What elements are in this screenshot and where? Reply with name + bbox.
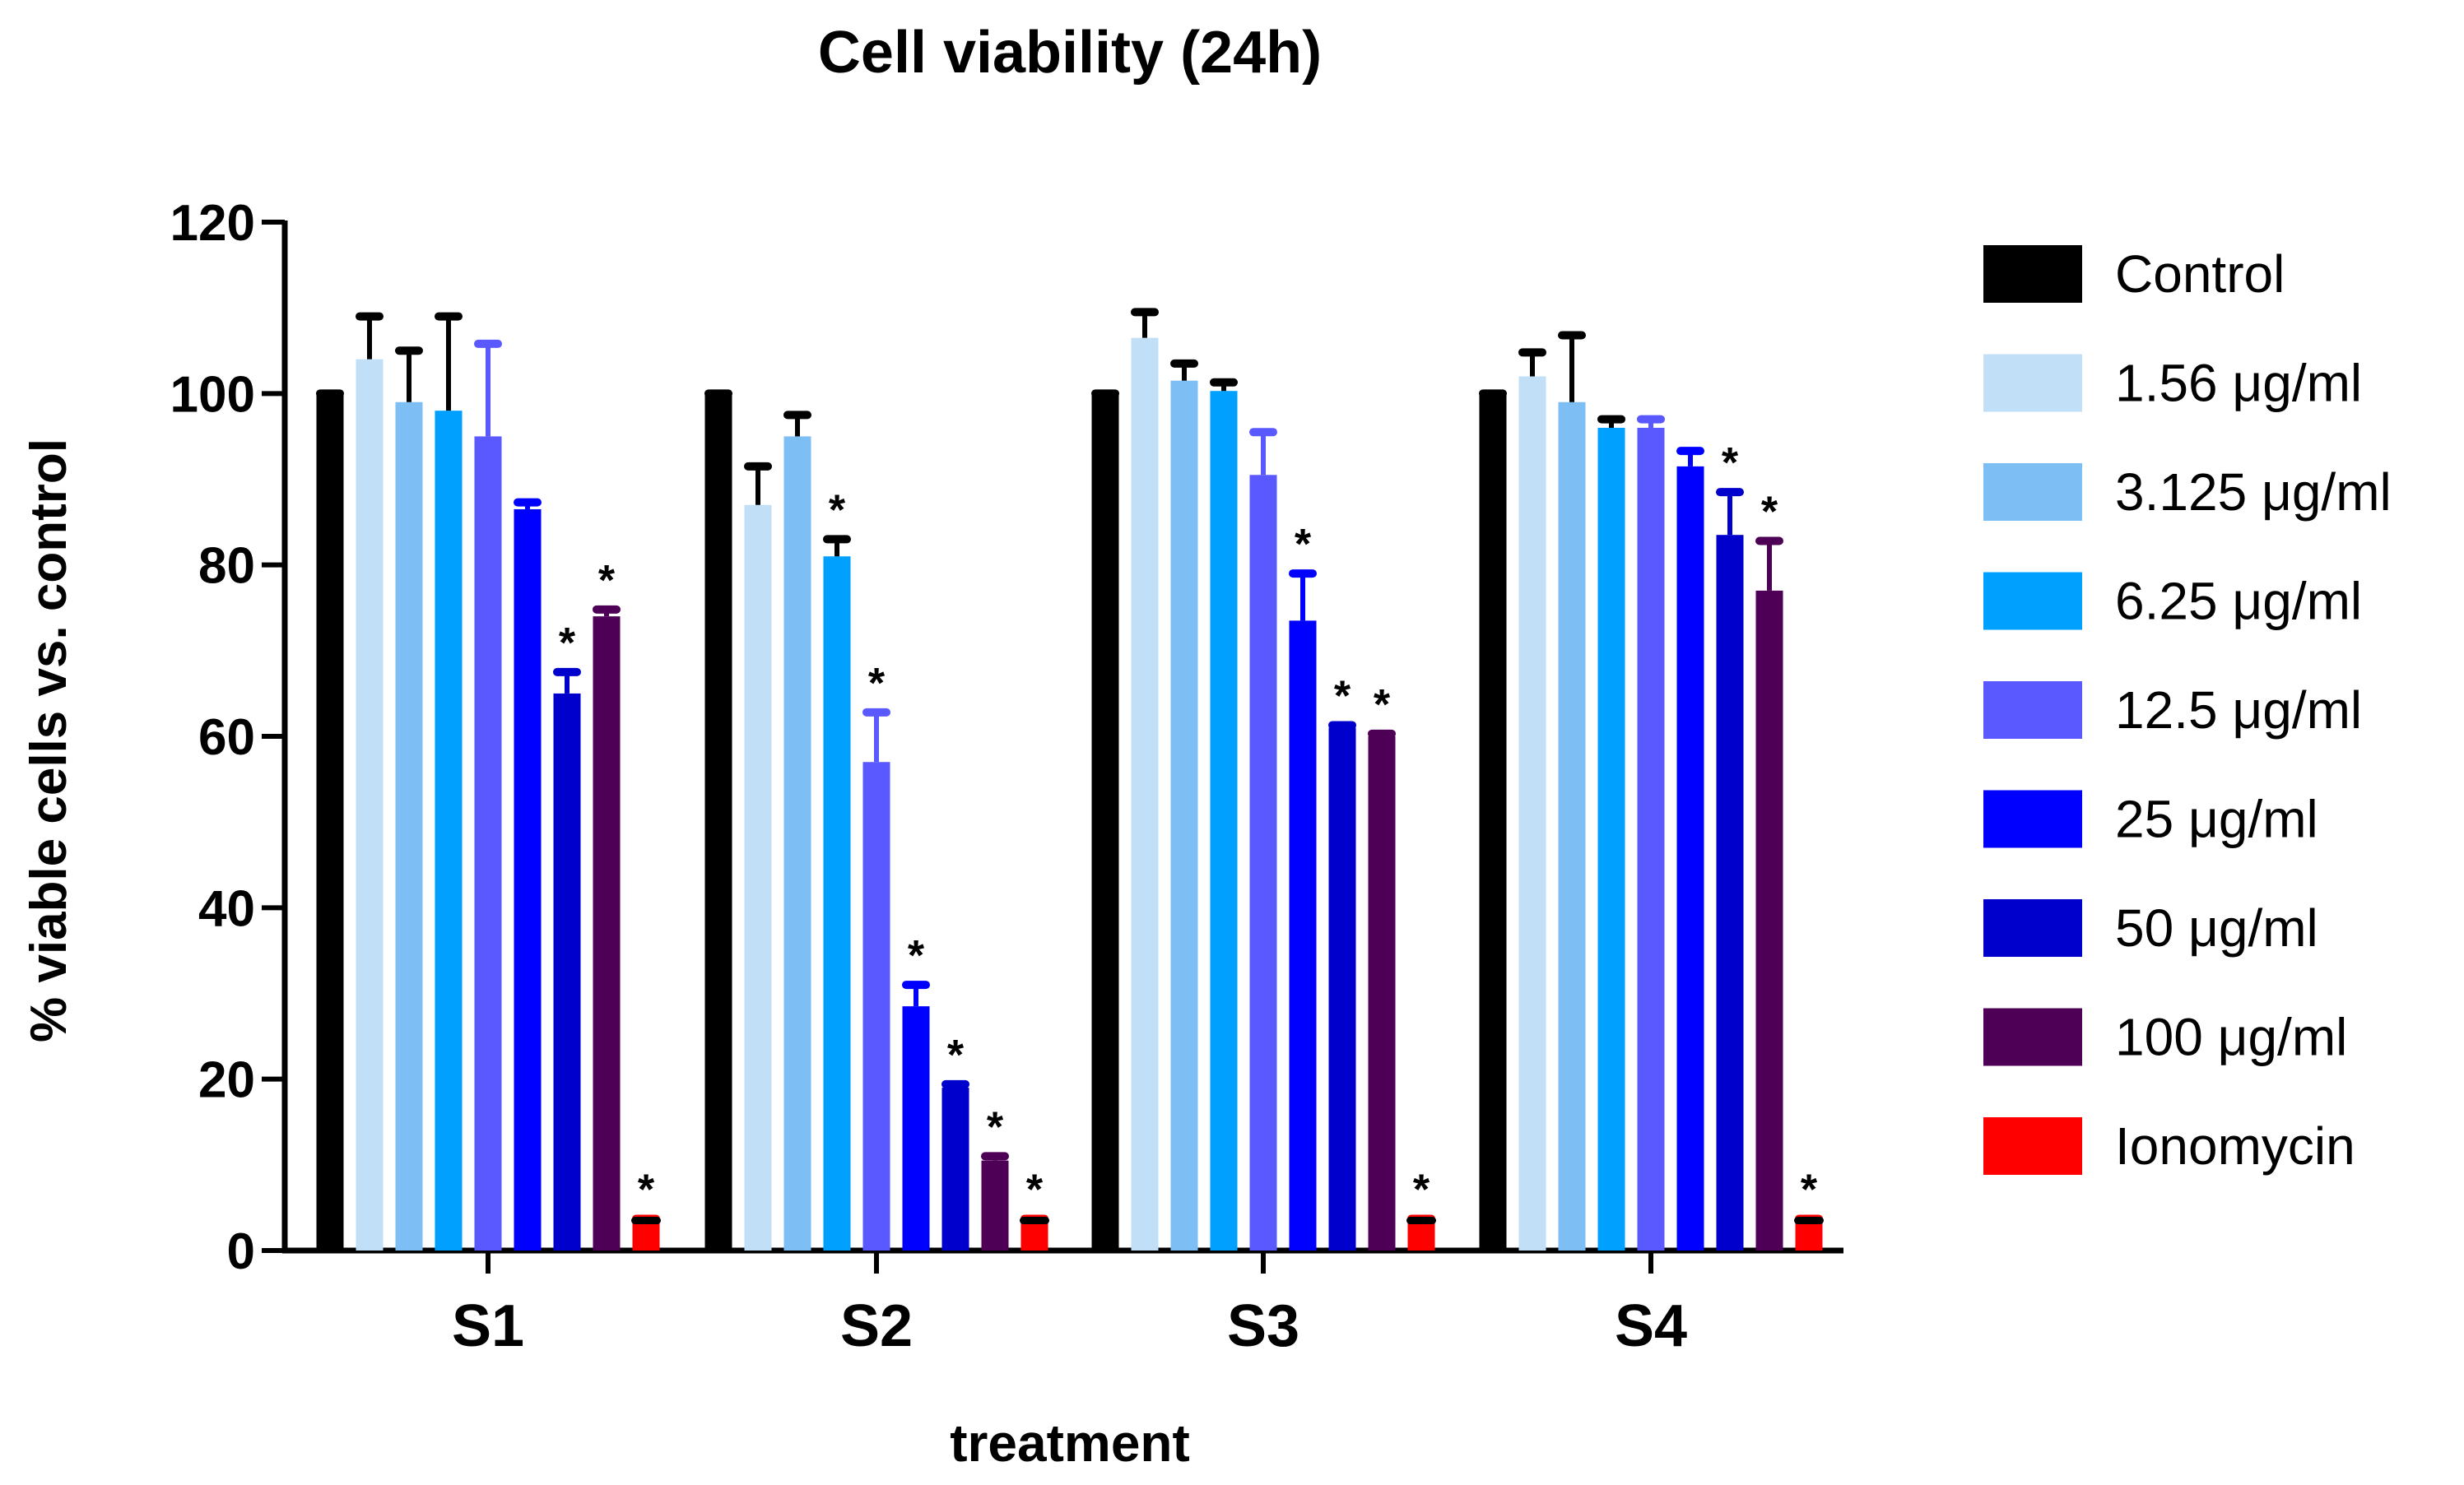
bar — [862, 762, 890, 1251]
bar — [1676, 466, 1704, 1251]
bar — [1407, 1220, 1435, 1251]
legend-label: Control — [2115, 244, 2285, 304]
x-tick-label: S2 — [840, 1293, 913, 1359]
legend: Control 1.56 μg/ml 3.125 μg/ml 6.25 μg/ml 12… — [1983, 244, 2392, 1176]
bar — [744, 504, 772, 1251]
legend-label: 25 μg/ml — [2115, 790, 2318, 849]
legend-swatch — [1983, 899, 2082, 957]
significance-marker: * — [908, 932, 925, 980]
bar — [1597, 428, 1625, 1251]
bar — [1755, 590, 1783, 1251]
legend-swatch — [1983, 572, 2082, 630]
bar — [902, 1006, 930, 1251]
y-tick-label: 60 — [198, 709, 255, 766]
bar — [1328, 727, 1356, 1251]
bar — [941, 1088, 969, 1251]
legend-label: 3.125 μg/ml — [2115, 462, 2392, 522]
bar — [435, 411, 463, 1251]
bar — [553, 693, 581, 1251]
bar — [981, 1160, 1009, 1251]
legend-swatch — [1983, 463, 2082, 521]
significance-marker: * — [1761, 489, 1778, 536]
bar — [593, 616, 621, 1251]
bar — [823, 556, 851, 1251]
x-tick-label: S3 — [1227, 1293, 1299, 1359]
bar — [704, 393, 732, 1251]
axes: 0 20 40 60 80 100 120 S1 S2 S3 S4 — [170, 195, 1843, 1359]
bar — [1091, 393, 1119, 1251]
legend-label: 100 μg/ml — [2115, 1008, 2347, 1067]
legend-label: 12.5 μg/ml — [2115, 680, 2362, 740]
legend-label: Ionomycin — [2115, 1116, 2355, 1176]
bar — [514, 508, 542, 1251]
bar — [356, 359, 384, 1251]
legend-swatch — [1983, 1117, 2082, 1175]
y-tick-label: 40 — [198, 880, 255, 937]
significance-marker: * — [829, 486, 846, 534]
bar — [1368, 736, 1396, 1251]
significance-marker: * — [638, 1166, 655, 1214]
legend-swatch — [1983, 790, 2082, 848]
significance-marker: * — [1374, 681, 1391, 729]
bar — [1716, 535, 1744, 1251]
bar — [1637, 428, 1665, 1251]
bar — [1479, 393, 1507, 1251]
bar — [783, 436, 811, 1251]
x-tick-label: S1 — [452, 1293, 524, 1359]
bar — [1558, 401, 1586, 1251]
bar — [1210, 391, 1238, 1251]
legend-label: 50 μg/ml — [2115, 898, 2318, 958]
bar — [632, 1220, 660, 1251]
significance-marker: * — [598, 557, 616, 605]
significance-marker: * — [1026, 1166, 1044, 1214]
significance-marker: * — [868, 660, 886, 708]
significance-marker: * — [1801, 1166, 1818, 1214]
bar — [316, 393, 344, 1251]
significance-marker: * — [1334, 672, 1351, 720]
significance-marker: * — [1722, 439, 1739, 487]
bar-groups: * * * * * * * * * * * * * * * * — [316, 308, 1824, 1251]
y-axis-label: % viable cells vs. control — [21, 439, 77, 1042]
bar — [1795, 1220, 1823, 1251]
chart-title: Cell viability (24h) — [818, 20, 1322, 86]
bar — [1020, 1220, 1048, 1251]
y-tick-label: 120 — [170, 195, 255, 252]
bar — [1131, 337, 1159, 1251]
bar — [1249, 475, 1277, 1251]
legend-label: 6.25 μg/ml — [2115, 572, 2362, 631]
legend-swatch — [1983, 354, 2082, 412]
bar — [1289, 620, 1317, 1251]
legend-label: 1.56 μg/ml — [2115, 354, 2362, 413]
legend-swatch — [1983, 681, 2082, 739]
y-tick-label: 0 — [227, 1223, 255, 1280]
y-tick-label: 80 — [198, 538, 255, 595]
significance-marker: * — [987, 1103, 1004, 1151]
bar — [1518, 376, 1546, 1251]
significance-marker: * — [1413, 1166, 1430, 1214]
x-axis-label: treatment — [950, 1413, 1190, 1473]
bar — [474, 436, 502, 1251]
legend-swatch — [1983, 1008, 2082, 1066]
significance-marker: * — [1295, 521, 1312, 568]
x-tick-label: S4 — [1615, 1293, 1687, 1359]
significance-marker: * — [559, 620, 576, 667]
bar — [395, 401, 423, 1251]
significance-marker: * — [947, 1032, 965, 1079]
bar — [1170, 380, 1198, 1251]
y-tick-label: 100 — [170, 366, 255, 423]
legend-swatch — [1983, 245, 2082, 303]
y-tick-label: 20 — [198, 1052, 255, 1109]
